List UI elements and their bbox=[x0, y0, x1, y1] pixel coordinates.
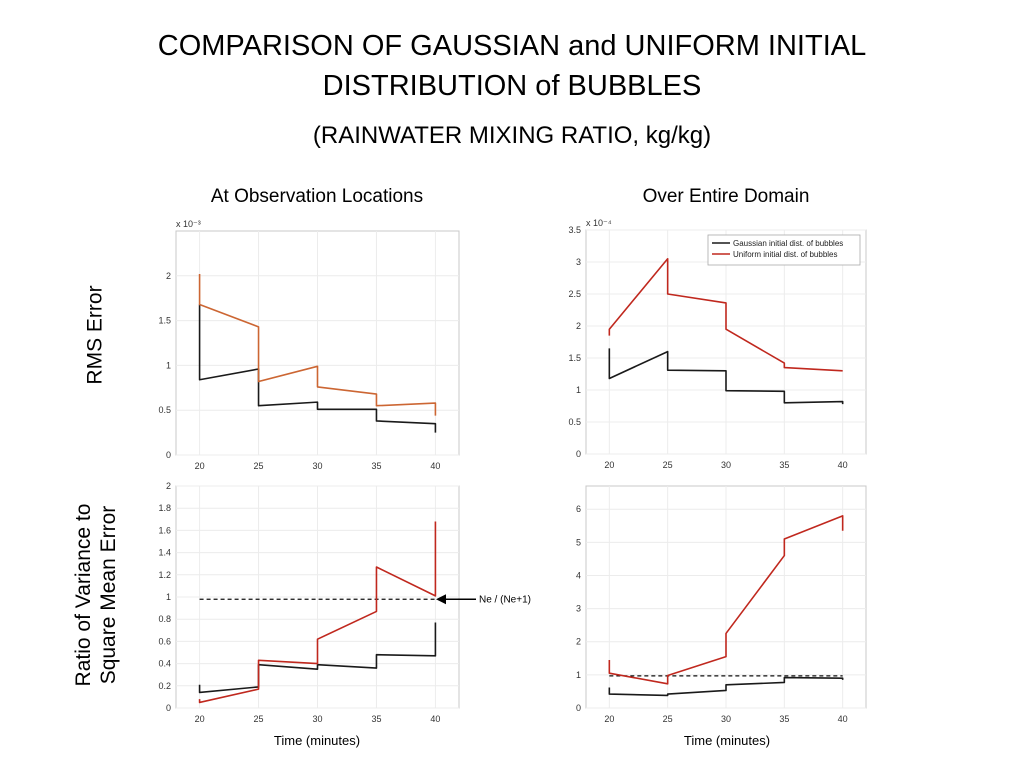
x-tick-label: 35 bbox=[371, 461, 381, 471]
y-tick-label: 0.6 bbox=[158, 636, 171, 646]
x-tick-label: 30 bbox=[312, 714, 322, 724]
annotation-label: Ne / (Ne+1) bbox=[479, 595, 531, 606]
y-tick-label: 2.5 bbox=[568, 289, 581, 299]
x-tick-label: 20 bbox=[604, 714, 614, 724]
x-axis-label-right: Time (minutes) bbox=[683, 733, 771, 748]
legend-entry: Gaussian initial dist. of bubbles bbox=[733, 239, 843, 248]
y-tick-label: 1.5 bbox=[158, 316, 171, 326]
x-tick-label: 25 bbox=[254, 714, 264, 724]
y-tick-label: 1.8 bbox=[158, 503, 171, 513]
y-tick-label: 3.5 bbox=[568, 225, 581, 235]
x-tick-label: 40 bbox=[838, 714, 848, 724]
page-title-line-2: DISTRIBUTION of BUBBLES bbox=[322, 70, 702, 102]
x-tick-label: 35 bbox=[779, 714, 789, 724]
y-tick-label: 2 bbox=[166, 271, 171, 281]
x-tick-label: 20 bbox=[604, 460, 614, 470]
series-line-1 bbox=[198, 304, 437, 433]
y-tick-label: 1.2 bbox=[158, 570, 171, 580]
y-tick-label: 2 bbox=[576, 321, 581, 331]
y-tick-label: 0.4 bbox=[158, 659, 171, 669]
chart-rms_obs: 20 25 30 35 40 0 0.5 1 1.5 2 x 10⁻³ bbox=[158, 219, 460, 471]
y-tick-label: 0.2 bbox=[158, 681, 171, 691]
annotation-arrow-head bbox=[436, 594, 446, 605]
x-tick-label: 30 bbox=[721, 460, 731, 470]
y-tick-label: 0.5 bbox=[158, 405, 171, 415]
x-tick-label: 35 bbox=[371, 714, 381, 724]
page-subtitle: (RAINWATER MIXING RATIO, kg/kg) bbox=[312, 122, 712, 149]
y-tick-label: 0 bbox=[576, 703, 581, 713]
x-tick-label: 30 bbox=[312, 461, 322, 471]
page-title-line-1: COMPARISON OF GAUSSIAN and UNIFORM INITI… bbox=[157, 30, 867, 62]
chart-rms_domain: 20 25 30 35 40 0 0.5 1 1.5 2 2.5 3 3.5 x 10⁻⁴ Gaussian… bbox=[568, 218, 867, 470]
y-tick-label: 4 bbox=[576, 570, 581, 580]
y-tick-label: 1.4 bbox=[158, 548, 171, 558]
axis-exponent: x 10⁻⁴ bbox=[586, 218, 612, 228]
y-tick-label: 1 bbox=[166, 592, 171, 602]
x-tick-label: 25 bbox=[663, 460, 673, 470]
series-line-1 bbox=[608, 676, 844, 697]
y-tick-label: 0 bbox=[166, 450, 171, 460]
y-tick-label: 0.8 bbox=[158, 614, 171, 624]
series-line-2 bbox=[198, 274, 437, 416]
series-line-2 bbox=[608, 515, 844, 685]
y-tick-label: 1 bbox=[576, 385, 581, 395]
y-tick-label: 2 bbox=[576, 637, 581, 647]
annotation: Ne / (Ne+1) bbox=[436, 594, 531, 606]
y-tick-label: 0 bbox=[166, 703, 171, 713]
x-tick-label: 20 bbox=[195, 714, 205, 724]
legend: Gaussian initial dist. of bubbles Uniform… bbox=[707, 234, 861, 266]
x-tick-label: 25 bbox=[254, 461, 264, 471]
chart-ratio_obs: 20 25 30 35 40 0 0.2 0.4 0.6 0.8 1 1.2 1.4 1.6 1.8 2 bbox=[158, 481, 460, 724]
series-line-2 bbox=[198, 521, 437, 704]
y-tick-label: 1.5 bbox=[568, 353, 581, 363]
y-tick-label: 3 bbox=[576, 257, 581, 267]
x-tick-label: 30 bbox=[721, 714, 731, 724]
x-tick-label: 40 bbox=[838, 460, 848, 470]
x-axis-label-left: Time (minutes) bbox=[273, 733, 361, 748]
series-line-1 bbox=[608, 348, 844, 405]
y-tick-label: 2 bbox=[166, 481, 171, 491]
y-tick-label: 1 bbox=[166, 360, 171, 370]
y-tick-label: 0 bbox=[576, 449, 581, 459]
y-tick-label: 5 bbox=[576, 537, 581, 547]
x-tick-label: 40 bbox=[430, 461, 440, 471]
y-tick-label: 0.5 bbox=[568, 417, 581, 427]
y-tick-label: 1.6 bbox=[158, 525, 171, 535]
x-tick-label: 40 bbox=[430, 714, 440, 724]
chart-ratio_domain: 20 25 30 35 40 0 1 2 3 4 5 6 bbox=[576, 485, 867, 724]
y-tick-label: 3 bbox=[576, 604, 581, 614]
column-title-observation: At Observation Locations bbox=[210, 186, 424, 207]
x-tick-label: 35 bbox=[779, 460, 789, 470]
legend-box bbox=[707, 234, 861, 266]
x-tick-label: 20 bbox=[195, 461, 205, 471]
column-title-domain: Over Entire Domain bbox=[642, 186, 810, 207]
x-tick-label: 25 bbox=[663, 714, 673, 724]
legend-entry: Uniform initial dist. of bubbles bbox=[733, 250, 838, 259]
series-line-2 bbox=[608, 257, 843, 372]
axis-exponent: x 10⁻³ bbox=[176, 219, 201, 229]
y-tick-label: 6 bbox=[576, 504, 581, 514]
y-tick-label: 1 bbox=[576, 670, 581, 680]
series-line-1 bbox=[198, 622, 437, 694]
